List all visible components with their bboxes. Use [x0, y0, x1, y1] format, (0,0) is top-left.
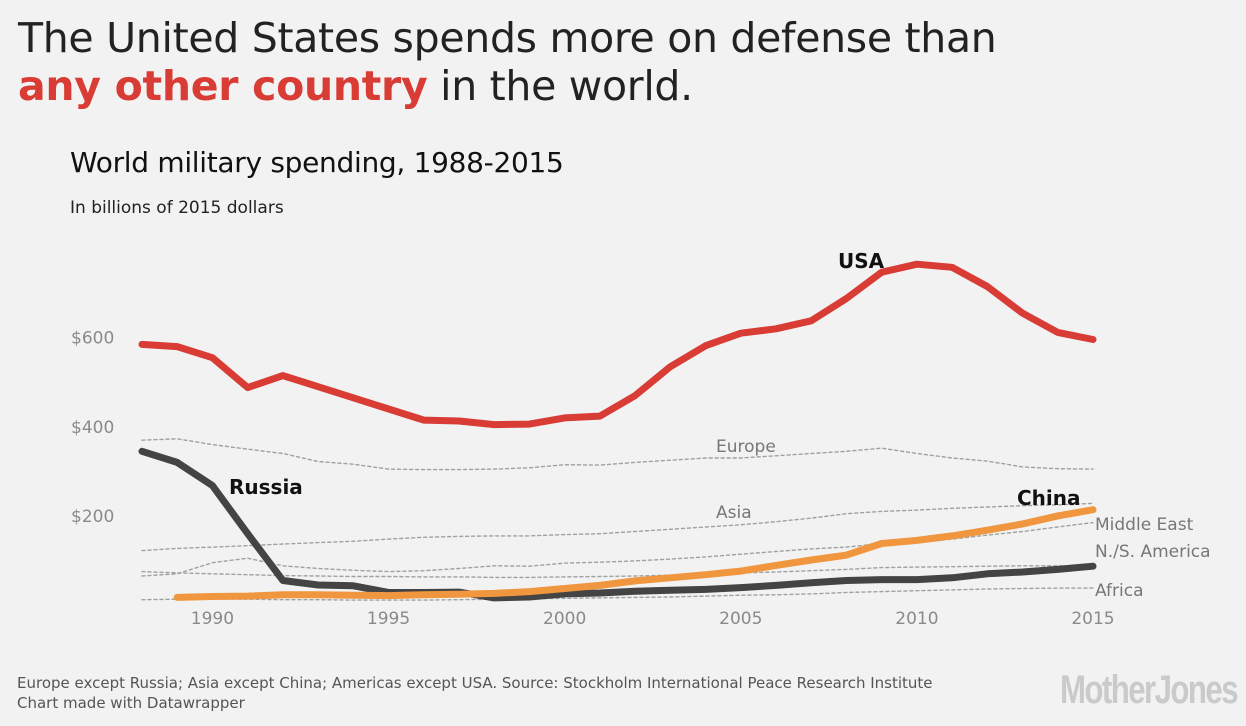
series-line-n-s-america: [141, 565, 1094, 579]
series-label-russia: Russia: [229, 475, 303, 499]
series-line-europe: [141, 438, 1094, 471]
series-label-middle-east: Middle East: [1095, 515, 1194, 535]
x-tick-label: 2000: [543, 609, 586, 629]
x-tick-label: 2005: [719, 609, 762, 629]
chart-subtitle: In billions of 2015 dollars: [70, 198, 284, 218]
series-label-usa: USA: [838, 249, 885, 273]
x-tick-label: 1990: [191, 609, 234, 629]
headline-line1: The United States spends more on defense…: [18, 14, 997, 62]
x-tick-label: 1995: [367, 609, 410, 629]
series-line-middle-east: [141, 521, 1094, 577]
series-line-china: [173, 506, 1097, 601]
footnote-source: Europe except Russia; Asia except China;…: [17, 674, 933, 692]
series-line-asia: [141, 502, 1094, 552]
x-tick-label: 2015: [1071, 609, 1114, 629]
series-label-asia: Asia: [716, 503, 752, 523]
series-label-n-s-america: N./S. America: [1095, 542, 1211, 562]
series-label-europe: Europe: [716, 437, 776, 457]
y-tick-label: $600: [71, 329, 114, 349]
chart-title: World military spending, 1988-2015: [70, 146, 564, 179]
footnote: Europe except Russia; Asia except China;…: [17, 673, 933, 713]
series-label-china: China: [1017, 486, 1081, 510]
y-tick-label: $400: [71, 418, 114, 438]
series-label-africa: Africa: [1095, 581, 1144, 601]
y-tick-label: $200: [71, 507, 114, 527]
headline: The United States spends more on defense…: [18, 14, 1228, 110]
series-line-russia: [138, 447, 1097, 602]
series-line-africa: [141, 587, 1094, 601]
footnote-credit: Chart made with Datawrapper: [17, 694, 245, 712]
x-tick-label: 2010: [895, 609, 938, 629]
mother-jones-logo: MotherJones: [1060, 668, 1239, 712]
headline-rest: in the world.: [427, 62, 693, 110]
headline-highlight: any other country: [18, 62, 428, 110]
series-line-usa: [138, 260, 1097, 429]
